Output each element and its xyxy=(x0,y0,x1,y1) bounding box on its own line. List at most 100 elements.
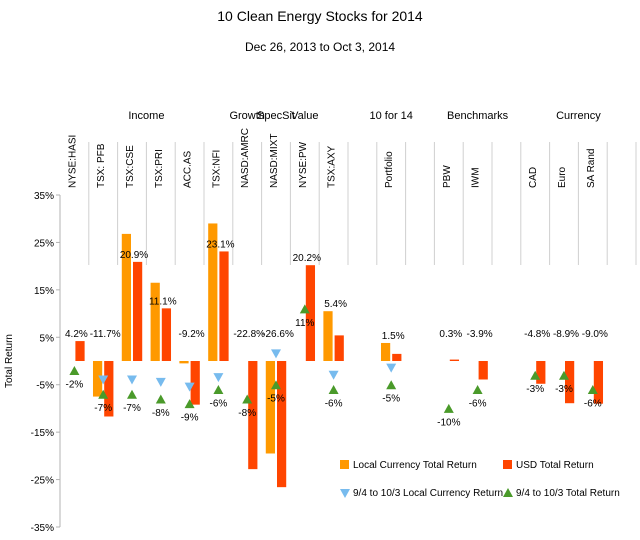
y-tick-label: 35% xyxy=(34,191,54,202)
y-tick-label: -5% xyxy=(36,381,54,392)
total-return-marker xyxy=(213,384,224,394)
data-label: -26.6% xyxy=(262,329,294,340)
usd-bar xyxy=(104,361,114,417)
data-label: -9.0% xyxy=(582,329,608,340)
marker-label: -9% xyxy=(181,413,199,424)
marker-label: -5% xyxy=(267,394,285,405)
category-label: TSX:CSE xyxy=(125,145,136,188)
data-label: 5.4% xyxy=(324,299,347,310)
local-return-marker xyxy=(184,382,195,392)
category-label: SA Rand xyxy=(586,149,597,188)
local-currency-bar xyxy=(179,361,189,364)
usd-bar xyxy=(161,308,172,361)
data-label: 23.1% xyxy=(206,239,234,250)
legend-swatch xyxy=(340,489,350,498)
legend-label: 9/4 to 10/3 Total Return xyxy=(516,488,620,499)
local-currency-bar xyxy=(323,311,333,361)
marker-label: -8% xyxy=(238,408,256,419)
data-label: 20.9% xyxy=(120,250,148,261)
local-return-marker xyxy=(213,373,224,383)
local-return-marker xyxy=(386,363,397,373)
total-return-marker xyxy=(587,384,598,394)
marker-label: -8% xyxy=(152,408,170,419)
local-return-marker xyxy=(98,375,109,385)
y-tick-label: -35% xyxy=(31,523,54,534)
category-label: IWM xyxy=(471,167,482,188)
local-currency-bar xyxy=(121,233,131,361)
marker-label: -6% xyxy=(210,398,228,409)
total-return-marker xyxy=(472,384,483,394)
marker-label: -6% xyxy=(469,398,487,409)
category-label: Portfolio xyxy=(384,151,395,188)
category-label: PBW xyxy=(442,165,453,188)
category-label: TSX: PFB xyxy=(96,143,107,188)
group-label: Currency xyxy=(556,110,601,122)
chart-subtitle: Dec 26, 2013 to Oct 3, 2014 xyxy=(244,40,396,54)
local-return-marker xyxy=(271,349,281,359)
group-label: 10 for 14 xyxy=(369,110,412,122)
y-tick-label: 5% xyxy=(40,333,55,344)
category-label: Euro xyxy=(557,166,568,188)
total-return-marker xyxy=(98,389,109,399)
usd-bar xyxy=(334,335,344,361)
data-label: -4.8% xyxy=(524,329,550,340)
group-label: Income xyxy=(128,110,164,122)
category-label: NASD:AMRC xyxy=(240,128,251,188)
chart-title: 10 Clean Energy Stocks for 2014 xyxy=(217,8,423,24)
total-return-marker xyxy=(559,370,569,380)
total-return-marker xyxy=(242,394,253,404)
usd-bar xyxy=(190,361,200,405)
category-label: NYSE:PW xyxy=(298,141,309,188)
data-label: 20.2% xyxy=(293,253,321,264)
local-currency-bar xyxy=(380,342,391,361)
marker-label: -3% xyxy=(555,384,573,395)
usd-bar xyxy=(219,251,229,361)
category-label: TSX:NFI xyxy=(211,150,222,188)
total-return-marker xyxy=(299,304,310,314)
local-currency-bar xyxy=(265,361,275,454)
category-label: NASD:MIXT xyxy=(269,134,280,188)
group-label: Value xyxy=(291,110,318,122)
total-return-marker xyxy=(271,380,281,390)
marker-label: -10% xyxy=(437,417,460,428)
usd-bar xyxy=(478,361,488,380)
marker-label: -6% xyxy=(325,398,343,409)
usd-bar xyxy=(248,361,258,470)
group-label: SpecSit xyxy=(257,110,295,122)
data-label: -11.7% xyxy=(90,329,121,340)
local-currency-bar xyxy=(150,282,160,361)
data-label: -3.9% xyxy=(467,329,493,340)
total-return-marker xyxy=(386,380,397,390)
usd-bar xyxy=(536,361,546,384)
group-label: Growth xyxy=(229,110,264,122)
total-return-marker xyxy=(155,394,166,404)
local-currency-bar xyxy=(92,361,103,397)
marker-label: -6% xyxy=(584,398,602,409)
legend-label: 9/4 to 10/3 Local Currency Return xyxy=(353,488,503,499)
marker-label: -7% xyxy=(94,403,112,414)
local-return-marker xyxy=(328,370,339,380)
usd-bar xyxy=(392,353,402,361)
data-label: 4.2% xyxy=(65,329,88,340)
data-label: 1.5% xyxy=(382,331,405,342)
total-return-marker xyxy=(184,399,195,409)
marker-label: 11% xyxy=(295,318,314,329)
usd-bar xyxy=(449,359,460,361)
marker-label: -3% xyxy=(526,384,544,395)
usd-bar xyxy=(75,341,85,361)
local-return-marker xyxy=(127,375,137,385)
data-label: 11.1% xyxy=(149,296,177,307)
category-label: NYSE:HASI xyxy=(67,135,78,188)
legend-swatch xyxy=(503,488,513,497)
total-return-marker xyxy=(69,365,80,375)
data-label: -9.2% xyxy=(179,329,205,340)
category-label: TSX:AXY xyxy=(327,145,338,188)
legend-label: Local Currency Total Return xyxy=(353,460,477,471)
local-return-marker xyxy=(155,377,166,387)
local-currency-bar xyxy=(208,223,218,361)
usd-bar xyxy=(133,261,143,361)
usd-bar xyxy=(593,361,604,404)
usd-bar xyxy=(565,361,575,404)
category-label: ACC.AS xyxy=(183,150,194,188)
